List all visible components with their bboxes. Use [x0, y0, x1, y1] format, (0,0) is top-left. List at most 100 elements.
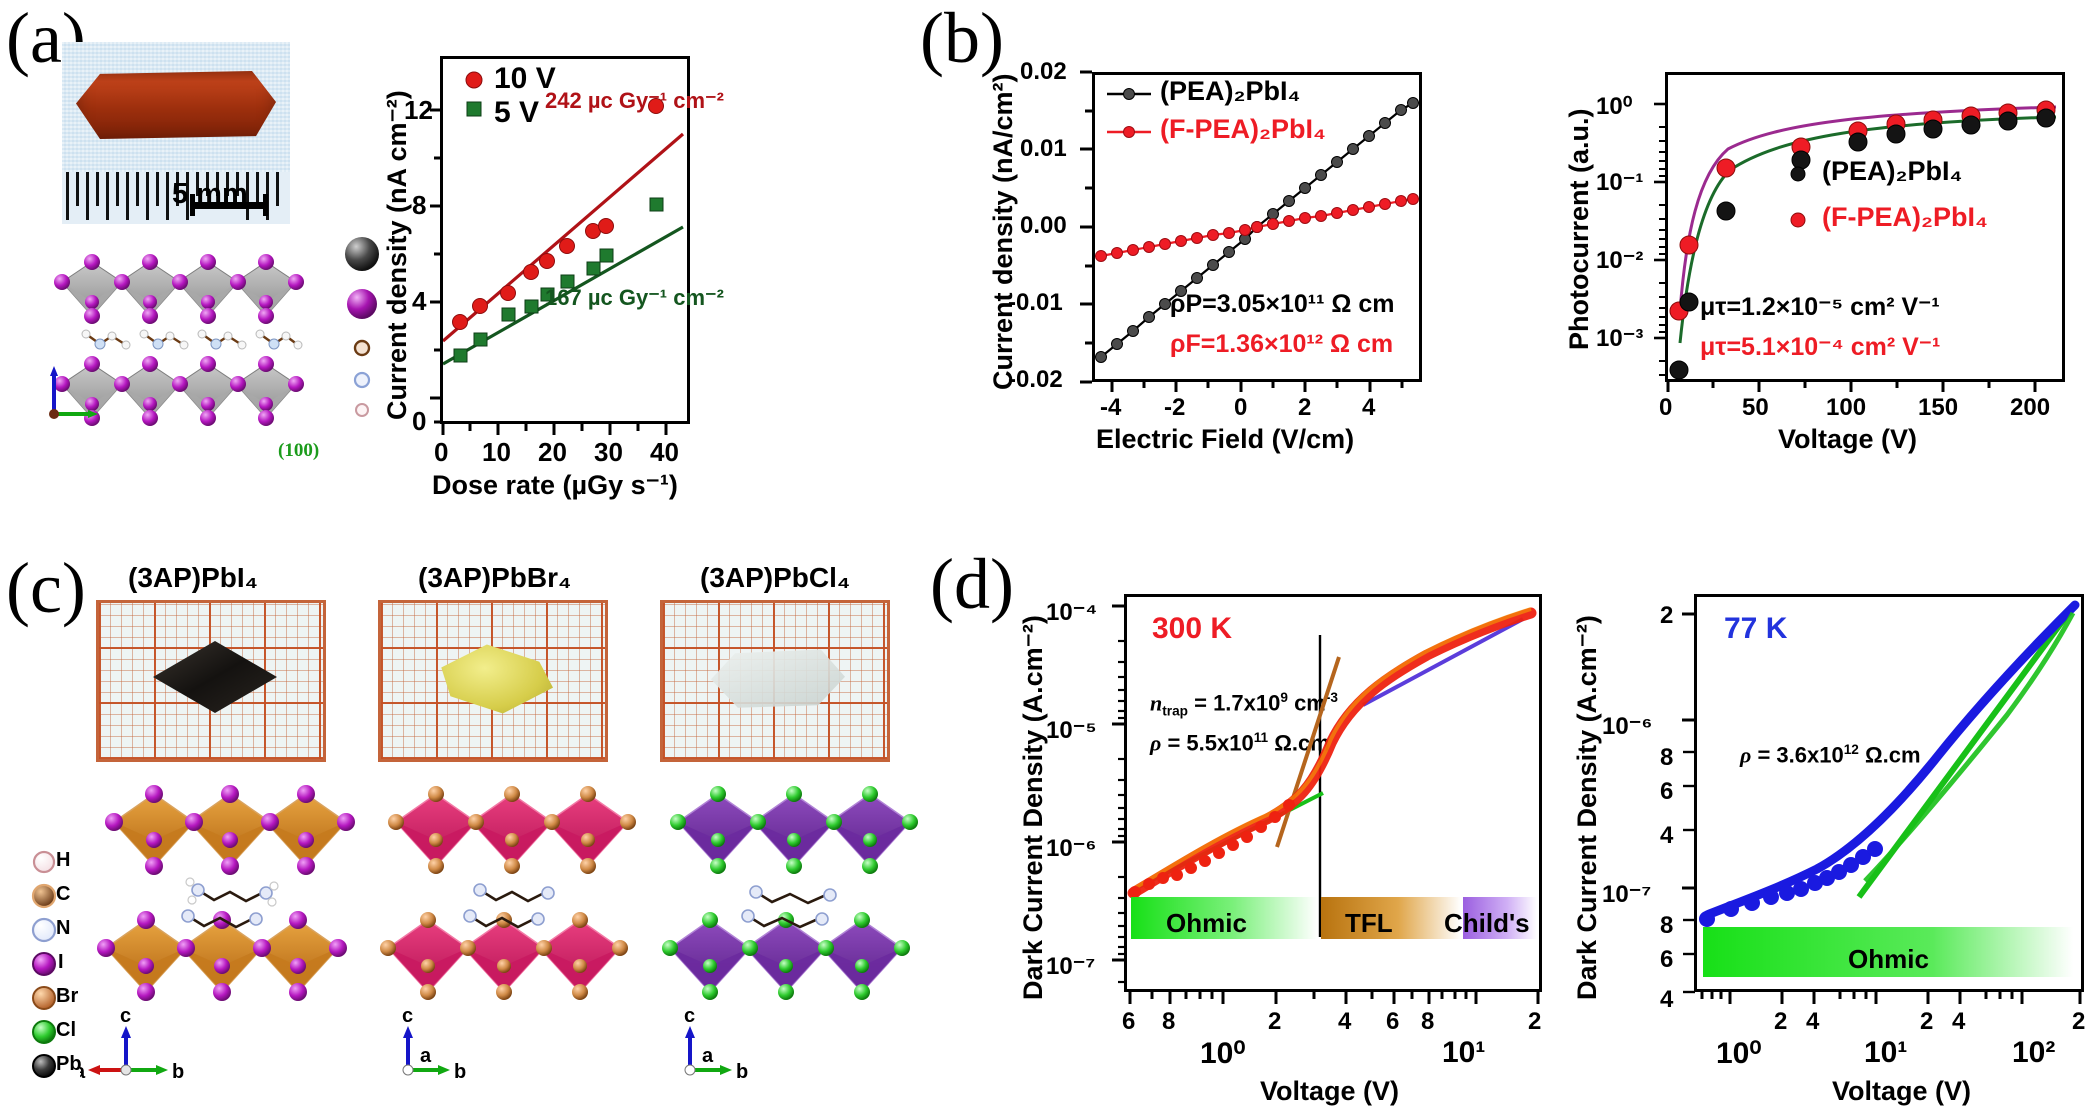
panel-d-right-ytick-4a: 4: [1660, 822, 1674, 849]
panel-a-ytick-12: 12: [404, 95, 433, 125]
panel-d-right-xtick-marks: [1700, 992, 2082, 1004]
panel-b-letter: (b): [920, 0, 1004, 78]
panel-b-right-annotation-mutau-fpea: μτ=5.1×10⁻⁴ cm² V⁻¹: [1700, 333, 1941, 361]
panel-a-ytick-marks: [430, 108, 440, 424]
svg-text:c: c: [684, 1005, 695, 1027]
panel-b-right-ytick-0: 10⁰: [1596, 93, 1633, 120]
panel-b-left-xtick-m2: -2: [1164, 394, 1186, 421]
panel-b-right-legend-markers: [1790, 166, 1806, 228]
panel-c-legend-label-i: I: [58, 951, 64, 973]
panel-d-left-plot-content: [1127, 607, 1537, 939]
panel-b-left-xtick-0: 0: [1234, 394, 1248, 421]
panel-d-left-ytick-m5: 10⁻⁵: [1046, 717, 1097, 744]
panel-b-left-legend-markers: [1107, 88, 1151, 138]
panel-d-right-ylabel-text: Dark Current Density (A.cm⁻²): [1572, 615, 1602, 1000]
panel-c-col2-title: (3AP)PbBr₄: [418, 562, 572, 593]
panel-c-photo-pbi4: [96, 600, 326, 762]
panel-b-right-xtick-100: 100: [1826, 394, 1867, 421]
panel-c-structure-pbcl4: c b a: [662, 786, 918, 1083]
panel-a-xlabel: Dose rate (µGy s⁻¹): [432, 470, 678, 500]
panel-a-xtick-40: 40: [650, 437, 679, 467]
panel-c-col3-title: (3AP)PbCl₄: [700, 562, 851, 593]
panel-c-legend-label-br: Br: [56, 985, 79, 1007]
panel-b-right-xtick-0: 0: [1659, 394, 1673, 421]
panel-b-left-xlabel: Electric Field (V/cm): [1096, 424, 1355, 454]
panel-d-left-xtick-4a: 4: [1338, 1008, 1352, 1035]
panel-b-left-xtick-marks: [1110, 382, 1404, 392]
panel-d-left-ytick-marks: [1112, 604, 1125, 984]
panel-d-left-ylabel-text: Dark Current Density (A.cm⁻²): [1018, 615, 1048, 1000]
panel-d-right-ytick-8a: 8: [1660, 744, 1674, 771]
panel-d-left-ytick-m4: 10⁻⁴: [1046, 599, 1098, 626]
panel-b-right-ytick-m1: 10⁻¹: [1596, 169, 1644, 196]
svg-text:a: a: [702, 1045, 714, 1067]
panel-b-right-legend-pea: (PEA)₂PbI₄: [1822, 156, 1963, 186]
panel-a-ytick-8: 8: [412, 190, 427, 220]
panel-b-left-xtick-2: 2: [1298, 394, 1312, 421]
panel-c-letter: (c): [6, 548, 86, 628]
panel-b-left-ylabel: Current density (nA/cm²): [988, 73, 1019, 390]
panel-d-left-ytick-m7: 10⁻⁷: [1046, 953, 1096, 980]
panel-d-right-xtick-2b: 2: [1920, 1008, 1934, 1035]
panel-d-left-xtick-decade-1: 10¹: [1442, 1036, 1486, 1069]
panel-d-right-ytick-6a: 6: [1660, 778, 1674, 805]
panel-d-right-ytick-8b: 8: [1660, 912, 1674, 939]
panel-a-legend-markers: [465, 71, 483, 117]
panel-d-right-xtick-2a: 2: [1774, 1008, 1788, 1035]
panel-b-right-ytick-marks: [1654, 102, 1665, 376]
panel-d-right-annotation-rho: ρ = 3.6x1012 Ω.cm: [1740, 742, 1921, 768]
panel-b-right-xtick-200: 200: [2010, 394, 2051, 421]
scale-bar: [190, 194, 268, 216]
panel-a-ylabel: Current density (nA cm⁻²): [382, 90, 413, 420]
panel-d-left-xtick-8b: 8: [1421, 1008, 1435, 1035]
panel-d-left-xtick-8a: 8: [1162, 1008, 1176, 1035]
panel-d-right-xtick-2c: 2: [2072, 1008, 2086, 1035]
svg-text:c: c: [402, 1005, 413, 1027]
panel-d-right-xtick-4b: 4: [1952, 1008, 1966, 1035]
svg-text:b: b: [172, 1061, 184, 1083]
panel-d-left-xtick-6b: 6: [1386, 1008, 1400, 1035]
panel-d-right-ytick-marks: [1682, 612, 1695, 994]
panel-c-atom-legend: [31, 850, 57, 1078]
svg-text:c: c: [120, 1005, 131, 1027]
panel-a-xtick-30: 30: [594, 437, 623, 467]
panel-b-right-ytick-m2: 10⁻²: [1596, 247, 1644, 274]
panel-b-right-legend-fpea: (F-PEA)₂PbI₄: [1822, 202, 1988, 232]
panel-d-right-ytick-m6: 10⁻⁶: [1602, 713, 1653, 740]
panel-d-left-ytick-m6: 10⁻⁶: [1046, 835, 1097, 862]
panel-a-crystal-photo: [62, 42, 290, 172]
panel-d-left-xtick-6a: 6: [1122, 1008, 1136, 1035]
panel-c-legend-label-n: N: [56, 917, 71, 939]
panel-a-ytick-0: 0: [412, 406, 427, 436]
panel-d-left-temperature-label: 300 K: [1152, 612, 1233, 645]
panel-a-annotation-167: 167 µc Gy⁻¹ cm⁻²: [545, 285, 724, 310]
panel-c-legend-label-h: H: [56, 849, 71, 871]
panel-c-legend-label-cl: Cl: [56, 1019, 76, 1041]
panel-d-right-ytick-6b: 6: [1660, 946, 1674, 973]
panel-a-annotation-242: 242 µc Gy⁻¹ cm⁻²: [545, 88, 724, 113]
panel-b-left-xtick-m4: -4: [1100, 394, 1122, 421]
panel-c-col1-title: (3AP)PbI₄: [128, 562, 259, 593]
panel-a-atom-legend: [345, 237, 379, 417]
panel-a-structure-diagram: [49, 254, 304, 426]
panel-b-left-annotation-rho-f: ρF=1.36×10¹² Ω cm: [1170, 330, 1394, 358]
panel-b-right-xtick-150: 150: [1918, 394, 1959, 421]
panel-c-structure-pbbr4: c b a: [380, 786, 636, 1083]
panel-c-legend-label-pb: Pb: [56, 1053, 82, 1075]
panel-b-right-xtick-marks: [1666, 382, 2037, 392]
panel-c-legend-label-c: C: [56, 883, 71, 905]
panel-c-structure-pbi4: c b a: [80, 785, 355, 1083]
panel-b-right-plot-content: [1669, 100, 2057, 379]
svg-text:a: a: [80, 1061, 86, 1083]
panel-b-left-ytick-m001: -0.01: [1008, 289, 1063, 316]
panel-a-xtick-20: 20: [538, 437, 567, 467]
panel-d-left-xtick-2a: 2: [1268, 1008, 1282, 1035]
panel-a-legend-5v: 5 V: [494, 96, 540, 129]
panel-d-left-region-childs: Child's: [1444, 908, 1530, 938]
panel-d-left-region-ohmic: Ohmic: [1166, 908, 1247, 938]
panel-b-right-ylabel-text: Photocurrent (a.u.): [1564, 108, 1594, 351]
panel-c-photo-pbbr4: [378, 600, 608, 762]
svg-text:b: b: [454, 1061, 466, 1083]
crystal-photo-specimen: [76, 70, 276, 140]
panel-d-left-xtick-2b: 2: [1528, 1008, 1542, 1035]
